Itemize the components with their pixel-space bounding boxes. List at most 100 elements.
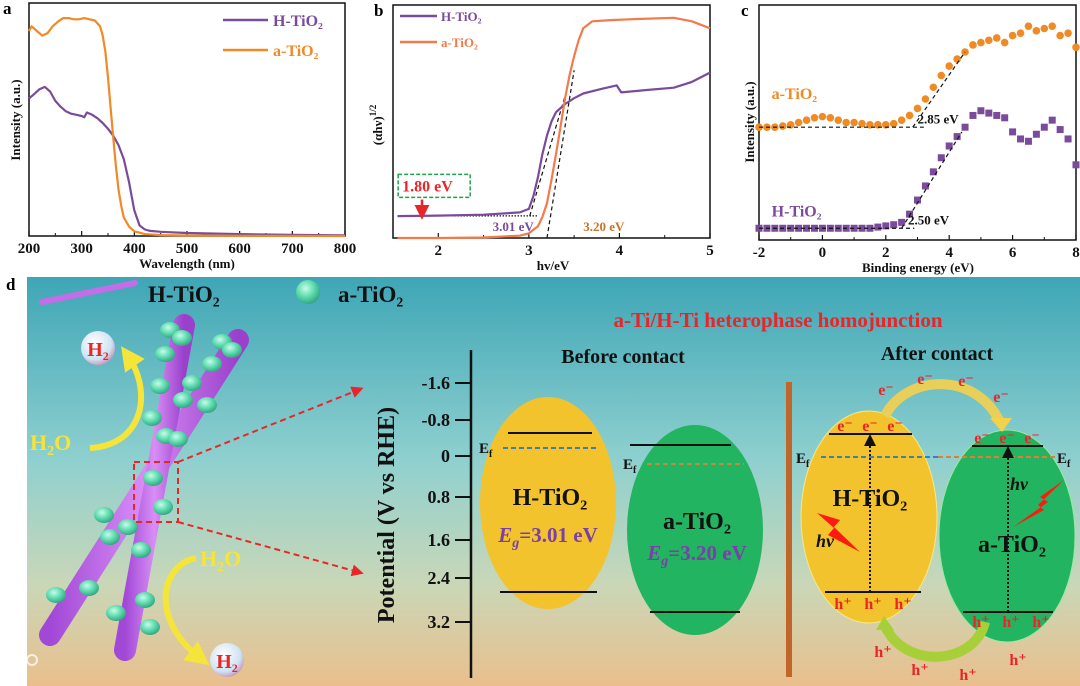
data-point-h-tio2 [937, 154, 945, 162]
h2o-label-bottom: H2O [200, 546, 241, 575]
a-tio2-band [627, 425, 763, 635]
x-tick-label: 5 [706, 243, 714, 259]
lightning-icon-left [817, 513, 860, 552]
data-point-h-tio2 [1032, 130, 1040, 138]
annotation-label: 3.01 eV [493, 219, 535, 234]
data-point-a-tio2 [802, 116, 811, 124]
hole-label: h⁺ [1002, 614, 1019, 631]
x-axis-label-b: hv/eV [537, 258, 570, 273]
axis-tick-label: -1.6 [422, 373, 451, 393]
series-line-h-tio2 [397, 71, 711, 218]
data-point-h-tio2 [898, 218, 906, 226]
data-point-h-tio2 [874, 223, 882, 231]
watermark-logo-icon-2 [26, 654, 38, 666]
h2-bubble-bottom [210, 643, 244, 677]
axis-tick-label: 0.8 [428, 487, 451, 507]
rod-front [114, 314, 195, 661]
x-axis-label-c: Binding energy (eV) [862, 260, 974, 275]
a-tio2-particle [142, 410, 162, 426]
data-point-h-tio2 [1024, 137, 1032, 145]
a-tio2-particle [79, 580, 99, 596]
axis-tick-label: 2.4 [428, 568, 451, 588]
legend-h-tio2: H-TiO₂ [148, 282, 220, 307]
axis-tick-label: 1.6 [428, 530, 451, 550]
fermi-label-right: Ef [1057, 451, 1071, 470]
a-tio2-particle [46, 587, 66, 603]
data-point-a-tio2 [794, 118, 803, 127]
data-point-h-tio2 [945, 142, 953, 150]
annotation-box [397, 173, 471, 199]
electron-label: e⁻ [999, 430, 1015, 447]
series-label: a-TiO₂ [772, 86, 818, 103]
x-ticks-c: -2 0 2 4 6 8 [753, 235, 1080, 261]
data-point-a-tio2 [1016, 29, 1025, 37]
data-point-a-tio2 [842, 118, 850, 127]
fit-line [546, 70, 575, 239]
before-contact-title: Before contact [561, 346, 685, 368]
electron-label: e⁻ [974, 430, 990, 447]
zoom-line-top [177, 386, 364, 463]
a-tio2-particle [197, 397, 217, 413]
sphere-legend-icon [296, 280, 320, 304]
data-point-a-tio2 [1072, 43, 1080, 52]
a-tio2-particle [172, 330, 192, 346]
electron-label: e⁻ [837, 418, 853, 435]
fermi-label-left: Ef [796, 451, 810, 470]
data-point-h-tio2 [1001, 114, 1009, 122]
plot-frame-a [28, 2, 346, 237]
hole-label: h⁺ [874, 644, 891, 661]
data-point-a-tio2 [818, 112, 827, 121]
series-line-a-tio2 [397, 16, 711, 240]
data-point-h-tio2 [993, 111, 1001, 119]
before-contact: Before contact Ef H-TiO₂ Eg=3.01 eV Ef a… [479, 346, 763, 635]
legend-label-h-tio2: H-TiO₂ [273, 13, 323, 30]
data-point-h-tio2 [1056, 126, 1064, 134]
data-point-a-tio2 [961, 48, 969, 56]
panel-c: c -2 0 2 4 6 8 2.85 eV 2.50 eV a-TiO₂ H-TiO₂ Bin… [741, 1, 1080, 275]
electron-label: e⁻ [878, 382, 894, 399]
panel-label-d: d [6, 275, 16, 294]
data-point-a-tio2 [953, 55, 961, 63]
watermark-logo-icon [9, 655, 27, 673]
annotation-label: 2.85 eV [918, 112, 960, 127]
charge-carriers: e⁻ e⁻ e⁻ e⁻ e⁻ e⁻ e⁻ e⁻ e⁻ e⁻ h⁺ h⁺ h⁺ h⁺ h⁺ h⁺ h⁺ h⁺ h⁺ h⁺ [834, 371, 1049, 684]
data-point-a-tio2 [778, 122, 787, 130]
x-tick-label: 4 [945, 245, 953, 261]
x-tick-label: 600 [228, 241, 251, 257]
panel-label-a: a [3, 0, 12, 18]
legend-label-h-tio2: H-TiO₂ [441, 9, 482, 24]
series-line-a-tio2 [28, 17, 346, 238]
curved-arrow-bottom [162, 555, 210, 666]
a-tio2-particle [150, 378, 170, 394]
data-point-h-tio2 [1017, 135, 1025, 143]
a-tio2-label: a-TiO₂ [663, 509, 731, 535]
x-tick-label: 3 [525, 243, 533, 259]
data-point-h-tio2 [803, 224, 811, 232]
data-point-h-tio2 [1072, 161, 1080, 169]
data-point-a-tio2 [977, 38, 985, 47]
h-tio2-label: H-TiO₂ [513, 485, 588, 511]
electron-label: e⁻ [993, 389, 1009, 406]
a-tio2-particle [222, 342, 242, 358]
data-point-a-tio2 [834, 116, 843, 124]
data-point-a-tio2 [945, 62, 953, 70]
x-tick-label: 500 [176, 241, 199, 257]
electron-label: e⁻ [887, 418, 903, 435]
hole-label: h⁺ [1032, 614, 1049, 631]
electron-label: e⁻ [958, 373, 974, 390]
annotation-label: 1.80 eV [402, 178, 453, 195]
hole-label: h⁺ [894, 596, 911, 613]
data-point-a-tio2 [1024, 22, 1033, 30]
data-point-h-tio2 [929, 168, 937, 176]
hole-label: h⁺ [864, 596, 881, 613]
fit-line [912, 51, 966, 128]
hole-label: h⁺ [834, 596, 851, 613]
data-point-h-tio2 [850, 224, 858, 232]
x-axis-label-a: Wavelength (nm) [139, 256, 235, 271]
data-point-a-tio2 [913, 104, 922, 113]
legend-a: H-TiO₂ a-TiO₂ [223, 13, 323, 60]
x-tick-label: 6 [1009, 245, 1017, 261]
data-point-h-tio2 [1009, 128, 1017, 136]
a-tio2-particle [168, 431, 188, 447]
data-point-h-tio2 [858, 224, 866, 232]
